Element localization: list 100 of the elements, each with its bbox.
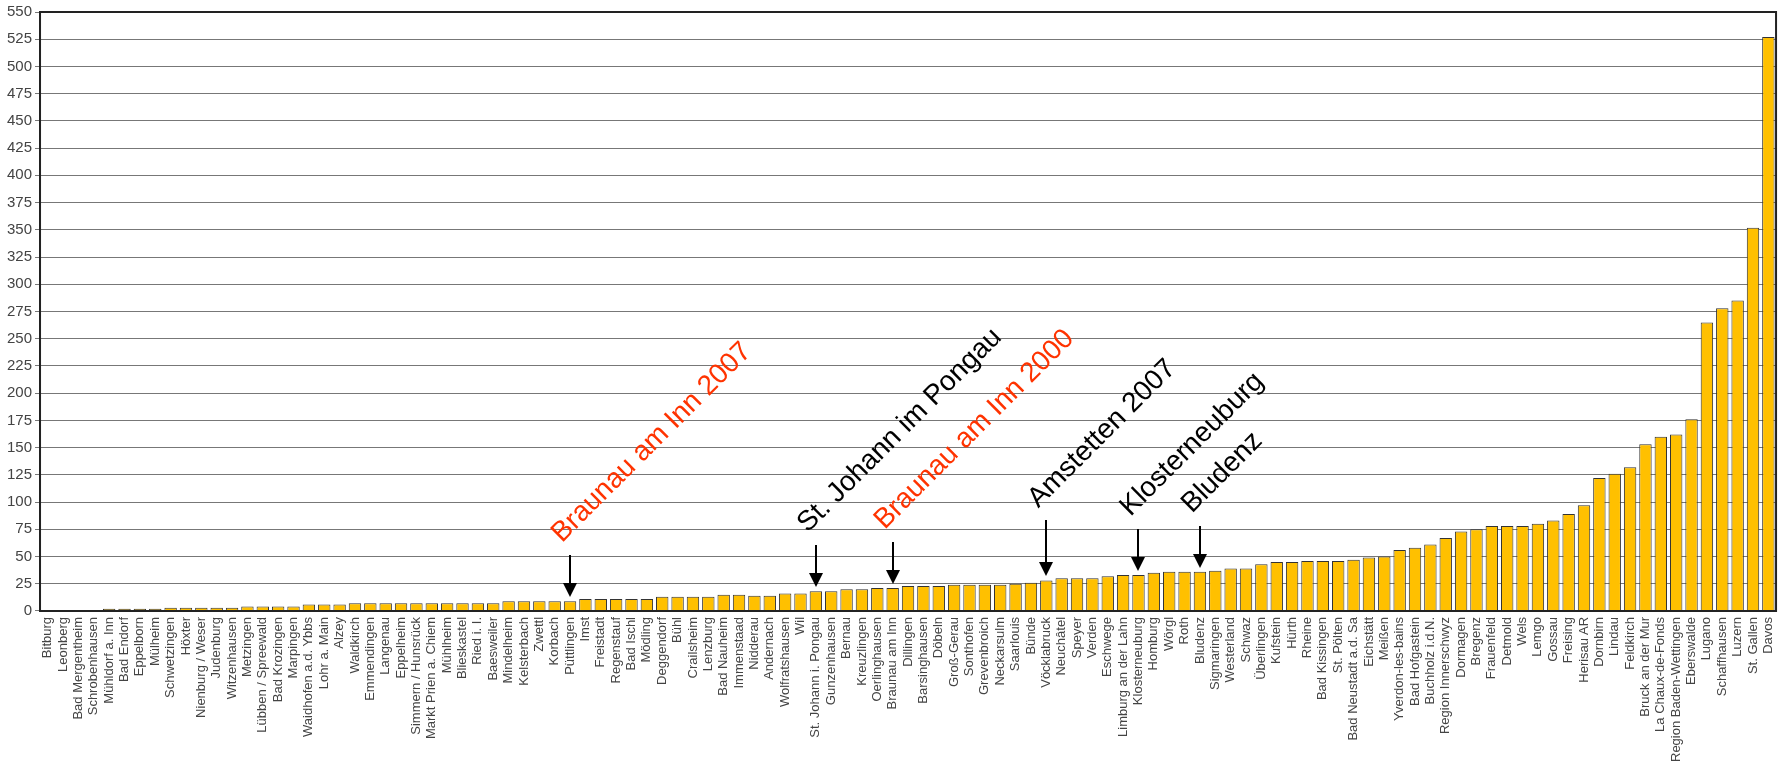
x-tick-label: Blieskastel — [454, 616, 470, 680]
x-tick-label: Eschwege — [1099, 616, 1115, 677]
x-tick-label: Waidhofen a.d. Ybbs — [300, 616, 316, 737]
x-tick-label: Bernau — [838, 616, 854, 659]
x-tick-label: Korbach — [546, 616, 562, 666]
x-tick-label: Zwettl — [530, 616, 546, 652]
x-tick-label: Lenzburg — [699, 616, 715, 672]
x-tick-label: Roth — [1176, 616, 1192, 645]
x-tick-label: Feldkirch — [1621, 616, 1637, 670]
x-tick-label: Sigmaringen — [1206, 616, 1222, 690]
y-tick-label: 475 — [7, 83, 33, 101]
y-tick-label: 175 — [7, 410, 33, 428]
x-tick-label: Bad Kissingen — [1314, 616, 1330, 701]
x-tick-label: Döbeln — [930, 616, 946, 659]
x-tick-label: Limburg an der Lahn — [1114, 616, 1130, 737]
x-tick-label: Kufstein — [1268, 616, 1284, 664]
x-tick-label: Lohr a. Main — [315, 616, 331, 690]
x-tick-label: La Chaux-de-Fonds — [1652, 616, 1668, 732]
x-tick-label: Luzern — [1729, 616, 1745, 657]
x-tick-label: Wil — [792, 616, 808, 636]
x-tick-label: Verden — [1083, 616, 1099, 659]
x-tick-label: Simmern / Hunsrück — [408, 616, 423, 735]
y-tick-label: 25 — [15, 573, 33, 591]
x-tick-label: Hürth — [1283, 616, 1299, 649]
x-tick-label: Davos — [1759, 616, 1775, 654]
x-tick-label: Metzingen — [239, 616, 255, 677]
y-tick-label: 50 — [15, 546, 33, 564]
x-tick-label: Überlingen — [1252, 616, 1268, 680]
x-tick-label: Waldkirch — [346, 616, 362, 674]
x-tick-label: Barsinghausen — [914, 616, 930, 704]
x-tick-label: Speyer — [1068, 616, 1084, 659]
x-tick-label: Markt Prien a. Chiem — [423, 616, 439, 740]
x-tick-label: Schaffhausen — [1713, 616, 1729, 697]
x-tick-label: Dormagen — [1452, 616, 1468, 678]
x-tick-label: St. Gallen — [1744, 616, 1760, 675]
x-tick-label: Dornbirn — [1590, 616, 1606, 667]
x-tick-label: Wolfratshausen — [776, 616, 792, 708]
x-tick-label: Bad Hofgastein — [1406, 616, 1422, 706]
x-tick-label: Schwaz — [1237, 616, 1253, 663]
y-tick-label: 100 — [7, 492, 33, 510]
x-tick-label: Püttlingen — [561, 616, 577, 675]
x-tick-label: Dillingen — [899, 616, 915, 667]
x-tick-label: Schwetzingen — [162, 616, 178, 698]
x-tick-label: Bruck an der Mur — [1637, 616, 1653, 717]
x-tick-label: Wels — [1514, 616, 1530, 646]
x-tick-label: Bad Nauheim — [715, 616, 731, 696]
x-tick-label: Langenau — [377, 616, 393, 675]
x-tick-label: Lindau — [1606, 616, 1622, 657]
x-tick-label: Braunau am Inn — [884, 616, 900, 710]
x-tick-label: Bad Ischl — [623, 616, 639, 671]
x-tick-label: Buchholz i.d.N. — [1421, 616, 1437, 705]
x-tick-label: Eppelheim — [392, 616, 408, 679]
x-tick-label: Bad Krozingen — [269, 616, 285, 703]
y-tick-label: 550 — [7, 2, 33, 20]
x-tick-label: Bludenz — [1191, 616, 1207, 664]
x-tick-label: Kreuzlingen — [853, 616, 869, 686]
y-tick-label: 325 — [7, 247, 33, 265]
x-tick-label: Witzenhausen — [223, 616, 239, 700]
x-tick-label: Klosterneuburg — [1130, 616, 1146, 706]
x-tick-label: Bünde — [1022, 616, 1038, 655]
x-tick-label: Sonthofen — [961, 616, 977, 677]
x-tick-label: Mindelheim — [500, 616, 516, 684]
x-tick-label: Alzey — [331, 616, 347, 649]
x-tick-label: Eppelborn — [131, 616, 147, 677]
y-tick-label: 350 — [7, 219, 33, 237]
y-tick-label: 75 — [15, 519, 33, 537]
x-tick-label: Deggendorf — [653, 616, 669, 685]
x-tick-label: Nidderau — [745, 616, 761, 670]
y-tick-label: 300 — [7, 274, 33, 292]
x-tick-label: Wörgl — [1160, 616, 1176, 651]
x-tick-label: Leonberg — [54, 616, 70, 672]
x-tick-label: Höxter — [177, 616, 193, 656]
y-tick-label: 425 — [7, 138, 33, 156]
y-tick-label: 500 — [7, 56, 33, 74]
x-tick-label: Immenstaad — [730, 616, 746, 689]
x-tick-label: Bad Neustadt a.d. Sa — [1345, 616, 1361, 741]
x-tick-label: Grevenbroich — [976, 616, 992, 696]
x-tick-label: Westerland — [1222, 616, 1238, 683]
y-tick-label: 250 — [7, 328, 33, 346]
x-tick-label: Bregenz — [1468, 616, 1484, 666]
y-tick-label: 150 — [7, 437, 33, 455]
x-tick-label: Gunzenhausen — [822, 616, 838, 706]
x-tick-label: Mödling — [638, 616, 654, 663]
x-tick-label: Mühldorf a. Inn — [100, 616, 116, 704]
x-tick-label: Bad Mergentheim — [70, 616, 86, 720]
x-tick-label: Bühl — [669, 616, 685, 644]
x-tick-label: Eberswalde — [1683, 616, 1699, 685]
x-tick-label: Mühlheim — [438, 616, 454, 674]
y-tick-label: 375 — [7, 192, 33, 210]
x-tick-label: Lugano — [1698, 616, 1714, 661]
x-tick-label: Oerlinghausen — [868, 616, 884, 702]
x-tick-label: Andernach — [761, 616, 777, 680]
x-tick-label: Imst — [576, 616, 592, 642]
x-tick-label: Judenburg — [208, 616, 224, 679]
x-tick-label: Detmold — [1498, 616, 1514, 666]
y-tick-label: 125 — [7, 464, 33, 482]
x-tick-label: Mülheim — [146, 616, 162, 667]
x-tick-label: Marpingen — [285, 616, 301, 679]
y-tick-label: 200 — [7, 383, 33, 401]
x-tick-label: Regenstauf — [607, 616, 623, 684]
